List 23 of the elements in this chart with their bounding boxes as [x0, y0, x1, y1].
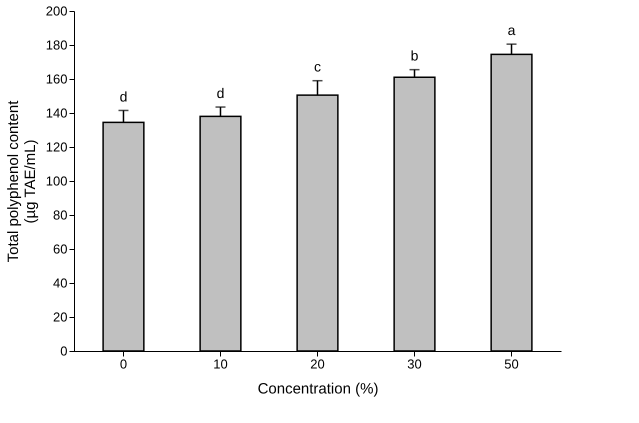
- annotation: b: [410, 48, 419, 64]
- y-tick-label: 200: [46, 4, 68, 18]
- x-tick-label: 10: [213, 356, 228, 372]
- y-tick-label: 60: [53, 242, 68, 256]
- y-tick-label: 20: [53, 310, 68, 324]
- x-tick-label: 30: [407, 356, 422, 372]
- y-tick-label: 140: [46, 106, 68, 120]
- annotation: a: [508, 22, 516, 38]
- annotation: c: [314, 58, 321, 75]
- x-tick-label: 20: [310, 356, 325, 372]
- y-tick-label: 180: [46, 38, 68, 52]
- y-tick-label: 0: [60, 344, 68, 358]
- y-tick-label: 100: [46, 174, 68, 188]
- y-axis-title: Total polyphenol content (µg TAE/mL): [4, 100, 39, 262]
- y-tick-label: 40: [53, 276, 68, 290]
- y-tick-label: 80: [53, 208, 68, 222]
- x-tick-label: 0: [120, 356, 128, 372]
- y-tick-label: 160: [46, 72, 68, 86]
- annotation: d: [216, 85, 224, 102]
- y-tick-label: 120: [46, 140, 68, 154]
- annotation: d: [120, 88, 128, 104]
- x-axis-title: Concentration (%): [258, 380, 378, 398]
- x-tick-label: 50: [504, 356, 519, 372]
